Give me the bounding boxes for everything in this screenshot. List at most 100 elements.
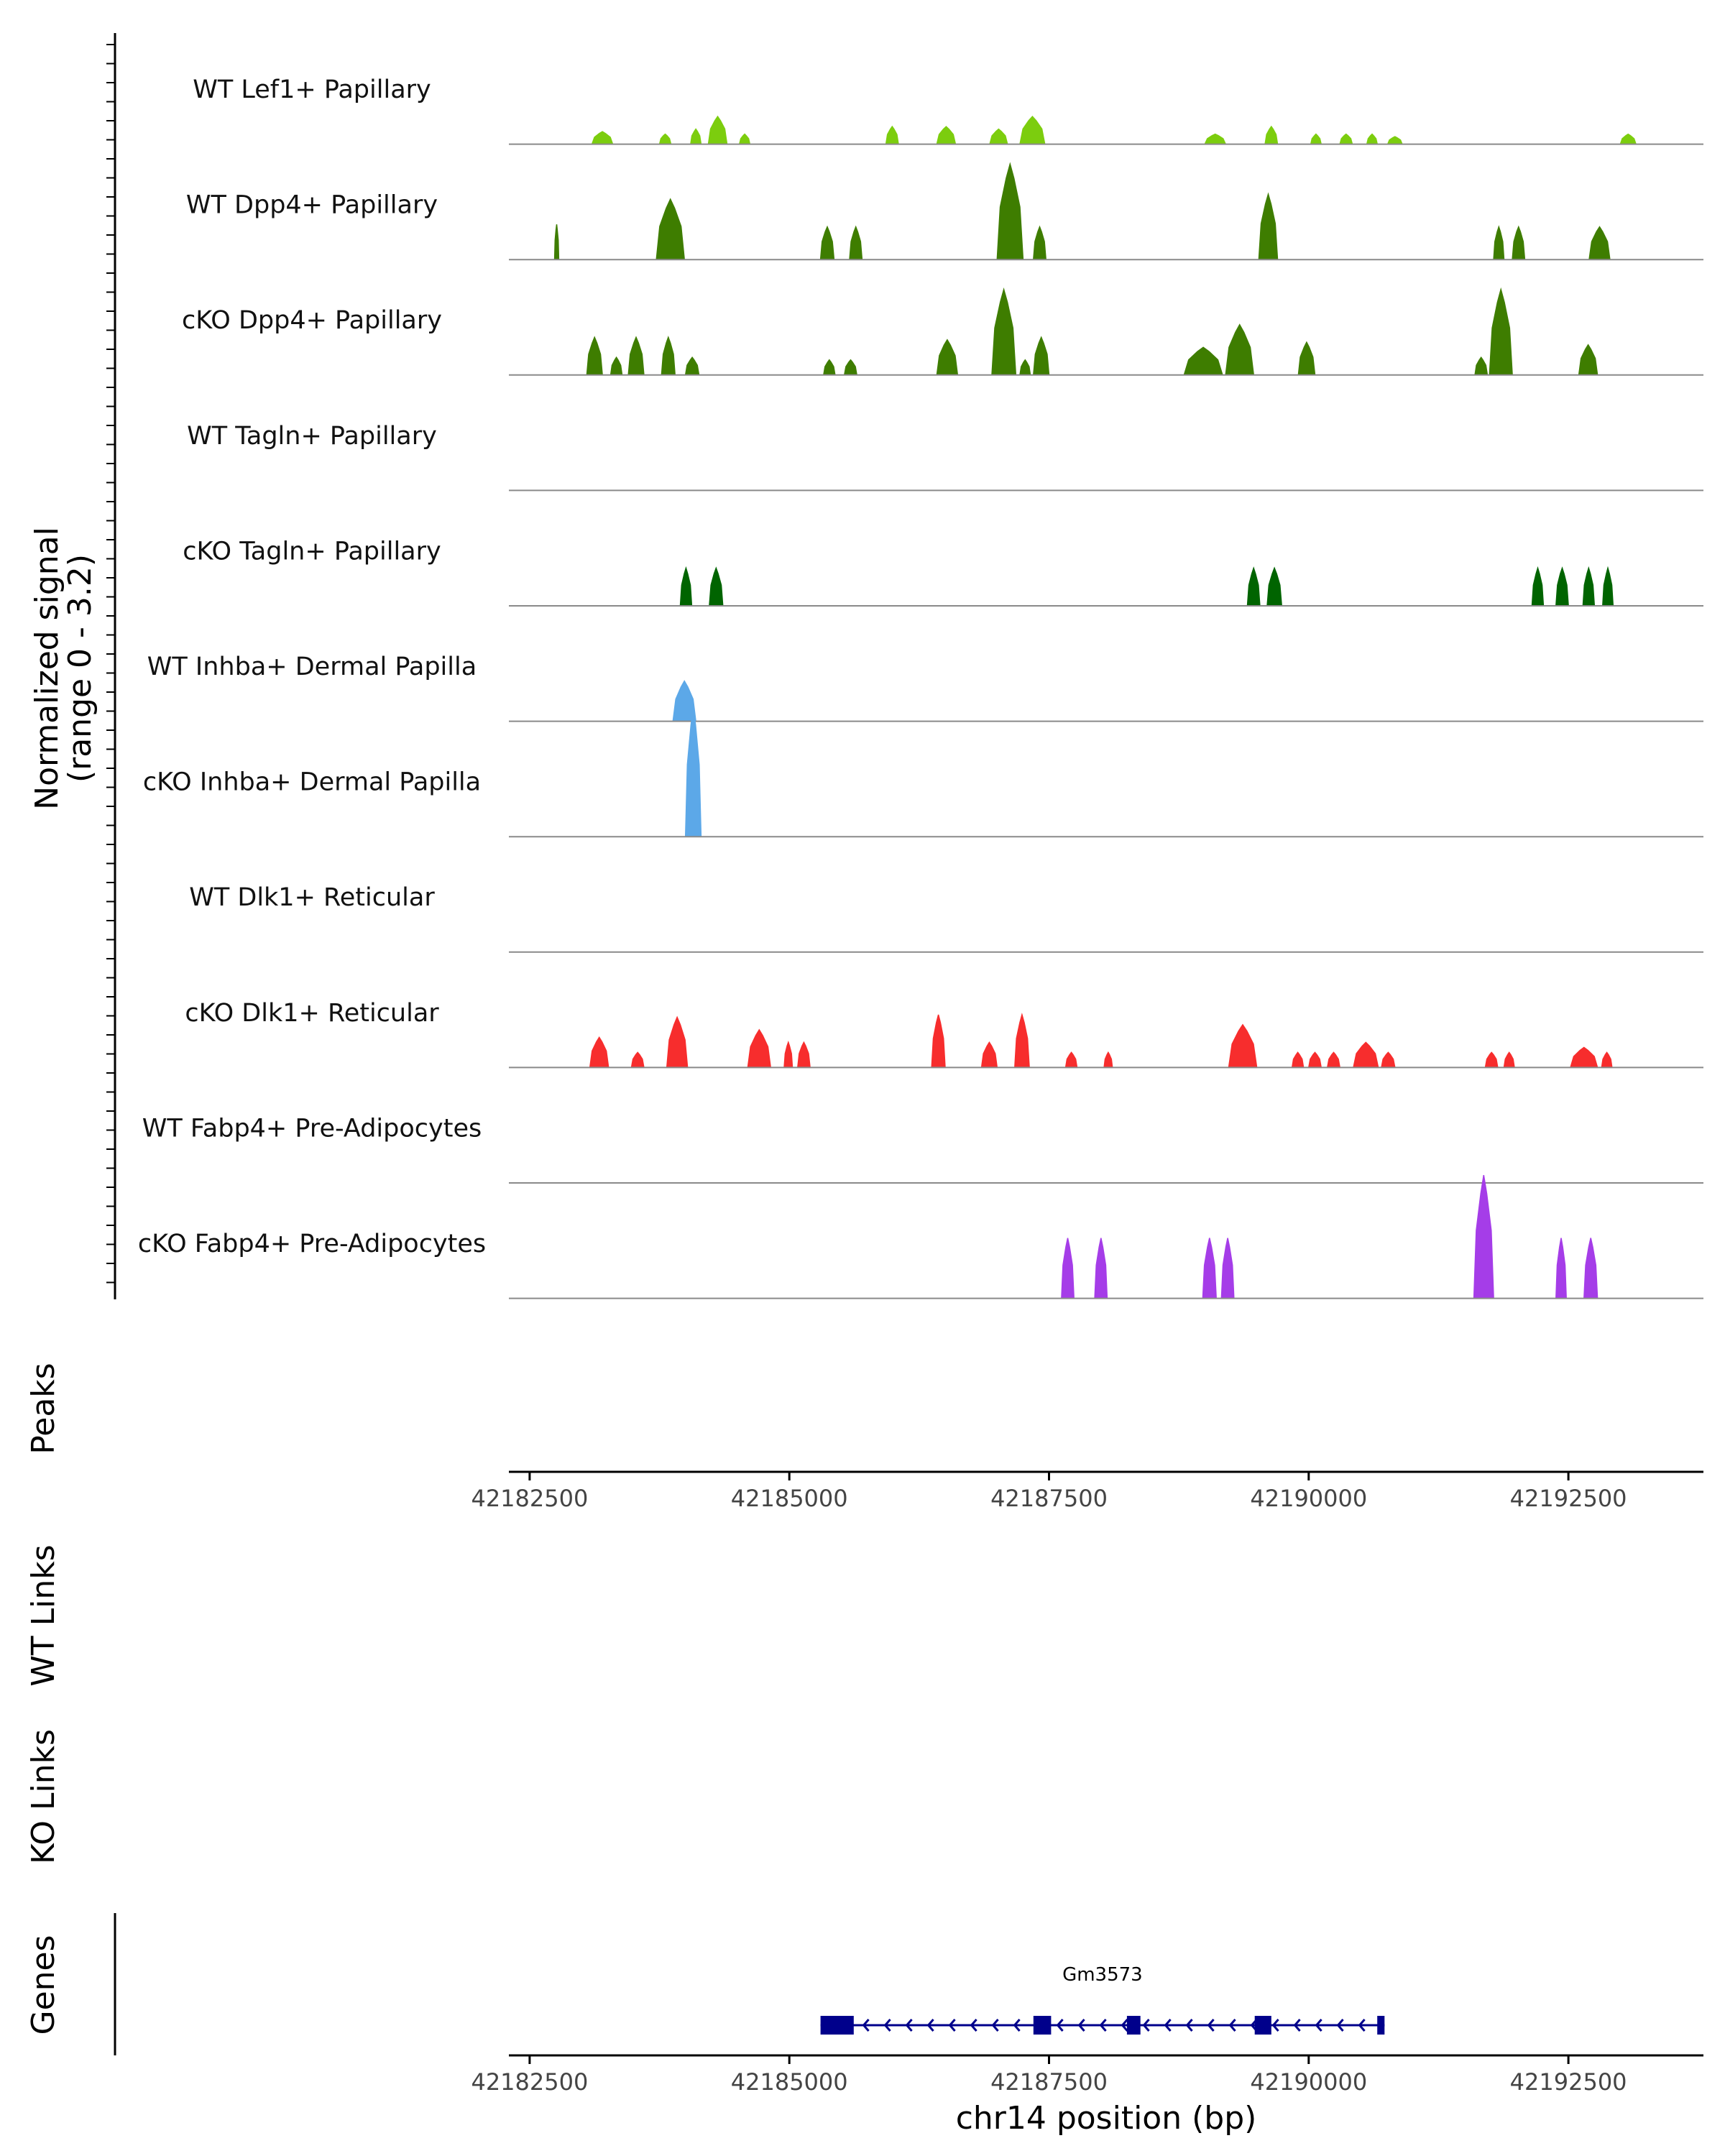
left-axes: Normalized signal(range 0 - 3.2)	[29, 33, 116, 1299]
peaks-x-ticks: 42182500 42185000 42187500 42190000 42192500	[471, 1472, 1627, 1512]
signal-peak-wt-dpp4-papillary	[1258, 192, 1279, 260]
signal-peak-wt-lef1-papillary	[658, 133, 672, 145]
signal-peak-cko-dpp4-papillary	[1019, 359, 1031, 376]
signal-peak-cko-dlk1-reticular	[1353, 1041, 1379, 1069]
signal-peak-wt-dpp4-papillary	[819, 225, 835, 260]
gene-strand-arrow	[1142, 2019, 1150, 2032]
genes-x-tick-label: 42192500	[1510, 2068, 1627, 2096]
signal-peak-cko-dlk1-reticular	[1228, 1023, 1258, 1069]
peaks-x-tick-label: 42182500	[471, 1485, 588, 1512]
signal-peak-cko-dlk1-reticular	[747, 1028, 772, 1069]
gene-strand-arrow	[1185, 2019, 1193, 2032]
ko-links-axis-label: KO Links	[25, 1729, 62, 1864]
signal-peak-wt-lef1-papillary	[1386, 136, 1404, 145]
signal-peak-wt-lef1-papillary	[989, 128, 1008, 145]
genes-panel: Genes Gm3573 42182500 42185000 42187500 421…	[25, 1913, 1703, 2137]
gene-strand-arrow	[905, 2019, 913, 2032]
signal-peak-cko-fabp4-pre-adipocytes	[1061, 1238, 1075, 1299]
peaks-panel: Peaks 42182500 42185000 42187500 42190000 42…	[25, 1363, 1703, 1512]
signal-peak-cko-tagln-papillary	[679, 566, 693, 607]
signal-peak-cko-tagln-papillary	[1602, 566, 1614, 607]
signal-peak-cko-tagln-papillary	[1266, 566, 1283, 607]
signal-peak-wt-dpp4-papillary	[553, 224, 560, 260]
gene-strand-arrow	[1164, 2019, 1172, 2032]
signal-peak-wt-lef1-papillary	[1366, 133, 1379, 145]
track-label-wt-lef1-papillary: WT Lef1+ Papillary	[193, 75, 431, 104]
coverage-tracks: WT Lef1+ Papillary WT Dpp4+ Papillary cKO …	[138, 75, 1703, 1299]
signal-peak-wt-lef1-papillary	[1339, 133, 1353, 145]
signal-peak-cko-dpp4-papillary	[586, 336, 603, 376]
signal-peak-wt-lef1-papillary	[936, 126, 957, 145]
gene-strand-arrow	[1099, 2019, 1107, 2032]
signal-peak-cko-tagln-papillary	[1582, 566, 1596, 607]
signal-peak-cko-dlk1-reticular	[1014, 1013, 1030, 1069]
signal-peak-cko-fabp4-pre-adipocytes	[1473, 1174, 1494, 1299]
signal-peak-cko-dlk1-reticular	[1381, 1051, 1396, 1069]
signal-peak-cko-dpp4-papillary	[684, 356, 700, 376]
signal-peak-cko-tagln-papillary	[1555, 566, 1569, 607]
signal-peak-cko-inhba-dermal-papilla	[684, 706, 702, 837]
signal-peak-cko-dlk1-reticular	[1569, 1046, 1598, 1069]
signal-peak-cko-dpp4-papillary	[1489, 287, 1513, 376]
peaks-axis-label: Peaks	[25, 1363, 62, 1454]
signal-peak-cko-dpp4-papillary	[1578, 344, 1598, 376]
signal-peak-cko-dlk1-reticular	[1291, 1051, 1305, 1069]
signal-peak-cko-dlk1-reticular	[1503, 1051, 1515, 1069]
signal-peak-cko-dlk1-reticular	[1601, 1051, 1613, 1069]
signal-peak-cko-dlk1-reticular	[666, 1015, 689, 1069]
signal-peak-cko-dpp4-papillary	[823, 359, 836, 376]
gene-strand-arrow	[1228, 2019, 1236, 2032]
signal-peak-cko-dlk1-reticular	[931, 1014, 946, 1069]
track-label-cko-fabp4-pre-adipocytes: cKO Fabp4+ Pre-Adipocytes	[138, 1230, 486, 1258]
track-label-wt-inhba-dermal-papilla: WT Inhba+ Dermal Papilla	[147, 653, 477, 681]
genes-x-tick-label: 42185000	[731, 2068, 848, 2096]
signal-peak-wt-inhba-dermal-papilla	[672, 680, 696, 722]
signal-peak-wt-lef1-papillary	[885, 125, 899, 145]
signal-peak-wt-dpp4-papillary	[1032, 225, 1047, 260]
signal-peak-cko-dlk1-reticular	[1103, 1051, 1113, 1069]
signal-peak-wt-dpp4-papillary	[1493, 225, 1505, 260]
gene-strand-arrow	[970, 2019, 978, 2032]
gene-strand-arrow	[991, 2019, 999, 2032]
signal-peak-wt-lef1-papillary	[1019, 115, 1046, 145]
genes-x-tick-label: 42187500	[990, 2068, 1108, 2096]
signal-peak-cko-dpp4-papillary	[991, 287, 1017, 376]
gene-strand-arrow	[948, 2019, 956, 2032]
signal-peak-wt-lef1-papillary	[707, 115, 728, 145]
gene-strand-arrow	[1121, 2019, 1128, 2032]
peaks-x-tick-label: 42187500	[990, 1485, 1108, 1512]
signal-peak-cko-dlk1-reticular	[589, 1036, 610, 1069]
signal-peak-cko-dlk1-reticular	[796, 1041, 811, 1069]
signal-peak-wt-lef1-papillary	[1204, 133, 1227, 145]
signal-peak-wt-lef1-papillary	[1310, 133, 1322, 145]
x-axis-title: chr14 position (bp)	[956, 2100, 1257, 2137]
track-label-cko-dpp4-papillary: cKO Dpp4+ Papillary	[182, 306, 442, 335]
signal-peak-cko-fabp4-pre-adipocytes	[1583, 1238, 1598, 1299]
track-label-wt-dpp4-papillary: WT Dpp4+ Papillary	[186, 191, 438, 220]
track-label-wt-fabp4-pre-adipocytes: WT Fabp4+ Pre-Adipocytes	[142, 1114, 482, 1143]
gene-exon	[1126, 2016, 1141, 2035]
signal-peak-cko-dpp4-papillary	[1225, 323, 1255, 376]
signal-peak-cko-dpp4-papillary	[1297, 341, 1316, 376]
signal-peak-cko-dpp4-papillary	[843, 359, 857, 376]
gene-strand-arrow	[862, 2019, 870, 2032]
signal-peak-cko-dlk1-reticular	[783, 1041, 794, 1069]
links-panel: WT Links KO Links	[25, 1544, 62, 1864]
gene-strand-arrow	[1336, 2019, 1344, 2032]
signal-peak-cko-dpp4-papillary	[661, 336, 676, 376]
signal-peak-wt-lef1-papillary	[591, 131, 614, 145]
signal-peak-cko-dpp4-papillary	[1474, 356, 1489, 376]
gene-strand-arrow	[1358, 2019, 1366, 2032]
signal-axis-label-line2: (range 0 - 3.2)	[62, 554, 98, 783]
gene-strand-arrow	[883, 2019, 891, 2032]
gene-exon	[1254, 2016, 1271, 2035]
signal-axis-label-line1: Normalized signal	[29, 527, 65, 810]
signal-peak-wt-dpp4-papillary	[849, 225, 863, 260]
signal-peak-cko-dpp4-papillary	[610, 356, 623, 376]
signal-peak-cko-dlk1-reticular	[1326, 1051, 1341, 1069]
signal-peak-cko-tagln-papillary	[709, 566, 724, 607]
signal-peak-cko-dpp4-papillary	[936, 338, 959, 376]
signal-peak-wt-lef1-papillary	[738, 133, 751, 145]
genes-x-tick-label: 42182500	[471, 2068, 588, 2096]
